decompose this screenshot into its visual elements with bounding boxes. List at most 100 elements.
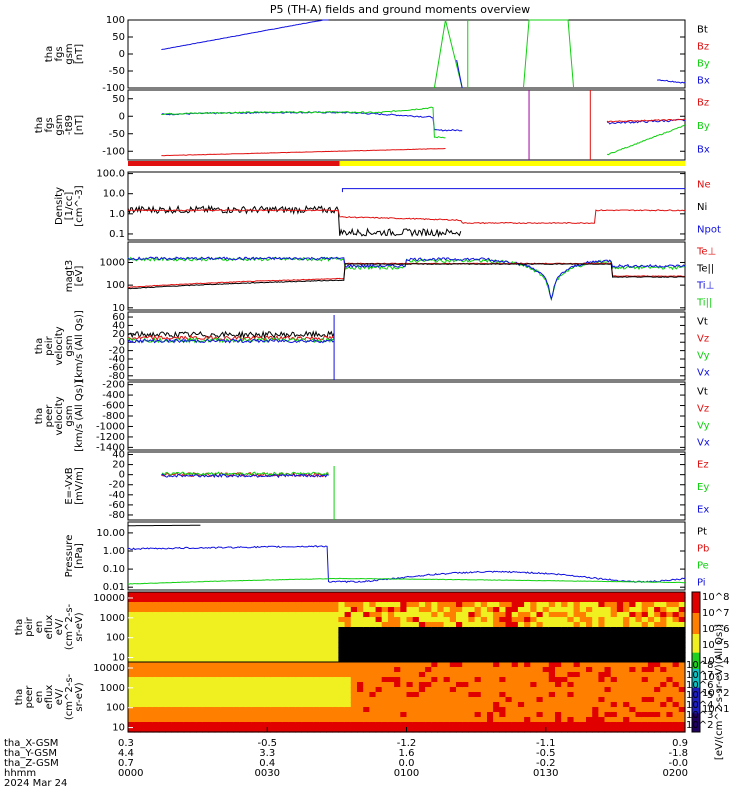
spectrogram-cell <box>610 612 618 618</box>
spectrogram-cell <box>332 697 339 703</box>
y-tick-label: -80 <box>109 510 125 521</box>
spectrogram-cell <box>666 697 674 703</box>
spectrogram-cell <box>338 592 346 598</box>
spectrogram-cell <box>635 602 643 608</box>
spectrogram-cell <box>418 592 426 598</box>
spectrogram-cell <box>616 662 624 668</box>
y-axis-label-line: velocity <box>54 326 65 365</box>
spectrogram-cell <box>375 672 383 678</box>
spectrogram-cell <box>288 642 296 648</box>
spectrogram-cell <box>220 702 228 708</box>
spectrogram-cell <box>542 677 550 683</box>
y-axis-label-line: tha <box>14 619 25 635</box>
spectrogram-cell <box>326 692 333 698</box>
spectrogram-cell <box>629 632 637 638</box>
spectrogram-cell <box>344 652 352 658</box>
spectrogram-cell <box>319 727 327 733</box>
spectrogram-cell <box>214 722 222 728</box>
colorbar-segment <box>692 697 700 700</box>
spectrogram-cell <box>505 632 513 638</box>
spectrogram-cell <box>561 702 568 708</box>
spectrogram-cell <box>573 592 581 598</box>
spectrogram-cell <box>449 607 457 613</box>
spectrogram-cell <box>604 632 612 638</box>
spectrogram-cell <box>462 612 469 618</box>
spectrogram-cell <box>233 667 240 673</box>
spectrogram-cell <box>196 682 203 688</box>
spectrogram-cell <box>295 627 302 633</box>
spectrogram-cell <box>326 637 333 643</box>
spectrogram-cell <box>338 647 346 653</box>
spectrogram-cell <box>480 692 488 698</box>
spectrogram-cell <box>443 672 451 678</box>
spectrogram-cell <box>220 607 228 613</box>
spectrogram-cell <box>369 722 377 728</box>
spectrogram-cell <box>641 627 649 633</box>
spectrogram-cell <box>437 727 445 733</box>
spectrogram-cell <box>251 612 259 618</box>
spectrogram-cell <box>233 677 240 683</box>
spectrogram-cell <box>431 727 439 733</box>
spectrogram-cell <box>350 707 358 713</box>
spectrogram-cell <box>196 602 203 608</box>
spectrogram-cell <box>573 717 581 723</box>
spectrogram-cell <box>499 642 507 648</box>
spectrogram-cell <box>678 652 686 658</box>
spectrogram-cell <box>363 692 370 698</box>
spectrogram-cell <box>462 672 469 678</box>
spectrogram-cell <box>165 637 172 643</box>
spectrogram-cell <box>493 727 500 733</box>
spectrogram-cell <box>375 697 383 703</box>
spectrogram-cell <box>282 647 290 653</box>
spectrogram-cell <box>542 617 550 623</box>
spectrogram-cell <box>381 692 389 698</box>
spectrogram-cell <box>394 717 401 723</box>
spectrogram-cell <box>375 602 383 608</box>
spectrogram-cell <box>146 602 154 608</box>
spectrogram-cell <box>678 712 686 718</box>
spectrogram-cell <box>666 622 674 628</box>
spectrogram-cell <box>208 647 216 653</box>
spectrogram-cell <box>196 592 203 598</box>
spectrogram-cell <box>647 612 655 618</box>
spectrogram-cell <box>555 727 562 733</box>
spectrogram-cell <box>301 607 309 613</box>
spectrogram-cell <box>567 657 575 663</box>
spectrogram-cell <box>177 652 185 658</box>
spectrogram-cell <box>548 632 556 638</box>
spectrogram-cell <box>301 702 309 708</box>
spectrogram-cell <box>616 697 624 703</box>
spectrogram-cell <box>418 632 426 638</box>
spectrogram-cell <box>610 607 618 613</box>
spectrogram-cell <box>623 612 630 618</box>
spectrogram-cell <box>542 662 550 668</box>
spectrogram-cell <box>158 632 166 638</box>
spectrogram-cell <box>158 682 166 688</box>
spectrogram-cell <box>140 622 148 628</box>
spectrogram-cell <box>431 702 439 708</box>
spectrogram-cell <box>666 702 674 708</box>
spectrogram-cell <box>307 697 315 703</box>
colorbar-segment <box>692 694 700 698</box>
spectrogram-cell <box>171 707 179 713</box>
spectrogram-cell <box>629 692 637 698</box>
spectrogram-cell <box>462 722 469 728</box>
spectrogram-cell <box>332 647 339 653</box>
spectrogram-cell <box>406 597 414 603</box>
spectrogram-cell <box>487 682 494 688</box>
spectrogram-cell <box>307 687 315 693</box>
spectrogram-cell <box>152 592 160 598</box>
spectrogram-cell <box>412 602 420 608</box>
spectrogram-cell <box>418 697 426 703</box>
spectrogram-cell <box>586 662 593 668</box>
spectrogram-cell <box>128 692 135 698</box>
spectrogram-cell <box>654 682 661 688</box>
spectrogram-cell <box>616 667 624 673</box>
y-axis-label-line: (cm^2-s- <box>64 673 75 720</box>
spectrogram-cell <box>245 702 253 708</box>
spectrogram-cell <box>480 667 488 673</box>
spectrogram-cell <box>146 697 154 703</box>
spectrogram-cell <box>134 622 141 628</box>
spectrogram-cell <box>338 677 346 683</box>
spectrogram-cell <box>220 707 228 713</box>
